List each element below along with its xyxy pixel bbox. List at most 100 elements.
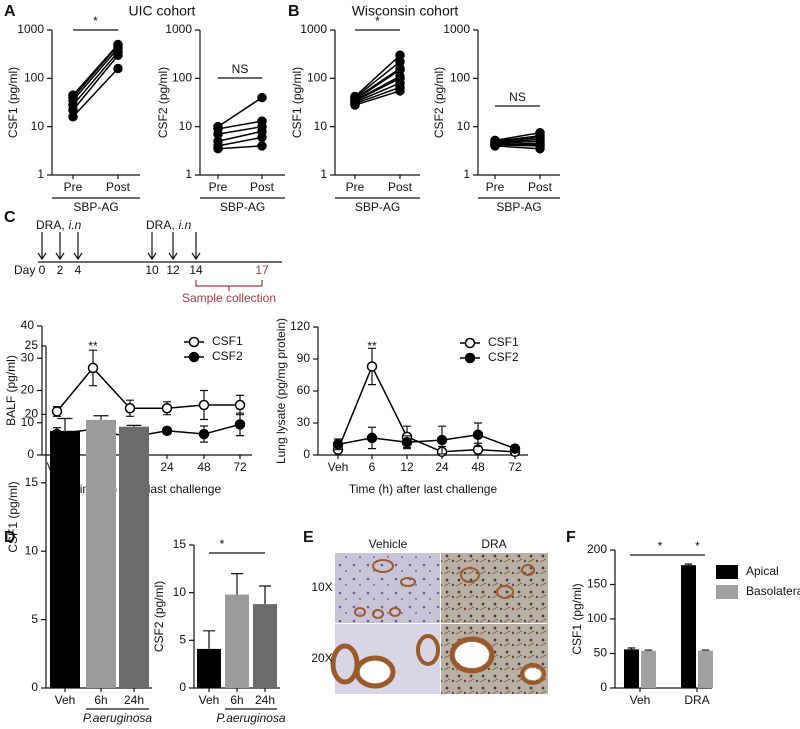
x-tick-label: Pre	[486, 180, 505, 194]
panel-letter: D	[4, 529, 16, 546]
micrographs: Vehicle DRA 10X 20X	[311, 537, 548, 694]
series-line	[217, 120, 263, 130]
x-tick-label: Veh	[630, 693, 651, 707]
dose-arrow	[37, 232, 47, 261]
y-axis-label: BALF (pg/ml)	[4, 355, 18, 426]
micrograph	[335, 553, 440, 623]
error-bar	[644, 649, 653, 651]
y-tick-label: 0	[600, 680, 607, 694]
y-tick-label: 10	[25, 543, 39, 557]
data-point	[113, 63, 123, 74]
data-point	[68, 90, 78, 100]
data-point	[509, 443, 521, 454]
error-bar	[93, 415, 109, 420]
micrograph-row-label: 10X	[311, 580, 332, 594]
data-point	[234, 399, 246, 411]
data-point	[257, 132, 267, 143]
y-tick-label: 1	[463, 167, 470, 181]
y-tick-label: 100	[450, 71, 470, 85]
series-line	[354, 82, 401, 103]
x-tick-label: 6h	[94, 693, 107, 707]
bar	[119, 426, 149, 688]
y-tick-label: 10	[31, 119, 45, 133]
y-tick-label: 0	[31, 680, 38, 694]
x-tick-label: Pre	[346, 180, 365, 194]
timeline-day: 17	[255, 263, 269, 277]
series-line	[494, 131, 541, 142]
cohort-title: UIC cohort	[129, 3, 196, 19]
x-tick-label: 48	[471, 460, 485, 474]
x-axis-label: SBP-AG	[73, 200, 118, 214]
legend-marker	[464, 337, 476, 349]
timeline-day: 4	[75, 263, 82, 277]
legend-swatch	[716, 565, 738, 579]
series-line	[494, 134, 541, 142]
legend-label: CSF2	[212, 349, 243, 363]
significance-label: **	[88, 339, 98, 353]
micrograph-column-label: Vehicle	[369, 537, 408, 551]
data-point	[257, 92, 267, 103]
x-tick-label: 24h	[255, 693, 275, 707]
series-line	[72, 67, 119, 118]
series-line	[494, 144, 541, 147]
y-axis-label: Lung lysate (pg/mg protein)	[274, 318, 288, 464]
series-line	[354, 67, 401, 100]
y-tick-label: 30	[21, 350, 35, 364]
y-tick-label: 60	[297, 383, 311, 397]
dose-label: DRA, i.n	[36, 218, 82, 232]
y-tick-label: 15	[173, 537, 187, 551]
bar	[641, 650, 656, 688]
dose-arrow	[73, 232, 83, 261]
y-tick-label: 90	[297, 351, 311, 365]
y-axis-label: CSF2 (pg/ml)	[432, 67, 446, 138]
data-point	[366, 432, 378, 444]
series-line	[354, 90, 401, 106]
y-tick-label: 20	[25, 407, 39, 421]
y-tick-label: 0	[303, 447, 310, 461]
series-line	[217, 136, 263, 147]
data-point	[87, 362, 99, 374]
y-tick-label: 100	[172, 71, 192, 85]
dose-arrow	[191, 232, 201, 261]
legend-label: CSF1	[488, 335, 519, 349]
legend-marker	[464, 352, 476, 364]
dose-arrow	[168, 232, 178, 261]
dose-arrow	[55, 232, 65, 261]
x-tick-label: Post	[250, 180, 275, 194]
series-line	[217, 125, 263, 135]
significance-label: *	[695, 539, 700, 553]
panel-letter: E	[303, 529, 314, 546]
series-line	[354, 54, 401, 98]
data-point	[113, 39, 123, 50]
significance-label: *	[375, 14, 380, 28]
y-tick-label: 15	[25, 475, 39, 489]
y-tick-label: 25	[25, 338, 39, 352]
y-tick-label: 0	[27, 447, 34, 461]
y-tick-label: 1000	[165, 22, 192, 36]
error-bar	[126, 424, 142, 427]
data-point	[472, 429, 484, 440]
significance-label: NS	[232, 62, 249, 76]
error-bar	[231, 573, 243, 595]
data-point	[535, 127, 545, 138]
bar	[197, 648, 221, 688]
bar	[253, 604, 277, 688]
x-tick-label: 12	[400, 460, 414, 474]
micrograph-column-label: DRA	[481, 537, 506, 551]
bar	[225, 594, 249, 688]
x-tick-label: Pre	[64, 180, 83, 194]
x-axis-label: SBP-AG	[496, 200, 541, 214]
error-bar	[259, 585, 271, 605]
significance-label: **	[367, 339, 377, 353]
data-point	[257, 141, 267, 151]
y-axis-label: CSF2 (pg/ml)	[152, 581, 166, 652]
x-tick-label: DRA	[684, 693, 709, 707]
y-tick-label: 10	[179, 119, 193, 133]
data-point	[366, 361, 378, 372]
data-point	[436, 434, 448, 446]
timeline-day: 10	[145, 263, 159, 277]
series-line	[72, 51, 119, 106]
series-line	[337, 433, 516, 450]
significance-label: NS	[509, 90, 526, 104]
y-tick-label: 1000	[17, 22, 44, 36]
